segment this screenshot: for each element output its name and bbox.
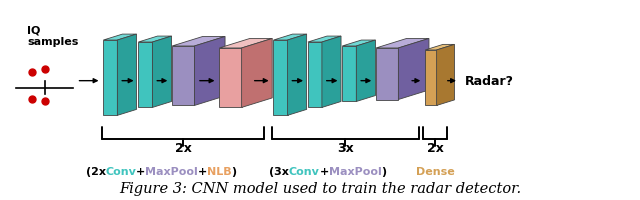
Polygon shape <box>172 37 225 47</box>
Polygon shape <box>172 47 195 106</box>
Polygon shape <box>425 51 436 106</box>
Polygon shape <box>398 39 429 100</box>
Text: 2x: 2x <box>175 141 191 154</box>
Polygon shape <box>103 35 136 41</box>
Text: IQ
samples: IQ samples <box>27 25 78 47</box>
Text: +: + <box>198 166 207 176</box>
Text: Radar?: Radar? <box>465 75 515 88</box>
Polygon shape <box>308 37 341 43</box>
Polygon shape <box>287 35 307 116</box>
Text: ): ) <box>381 166 387 176</box>
Polygon shape <box>425 45 454 51</box>
Text: +: + <box>136 166 145 176</box>
Polygon shape <box>103 41 117 116</box>
Text: (3x: (3x <box>269 166 289 176</box>
Polygon shape <box>322 37 341 108</box>
Polygon shape <box>308 43 322 108</box>
Polygon shape <box>342 41 376 47</box>
Polygon shape <box>138 43 152 108</box>
Polygon shape <box>273 35 307 41</box>
Text: Figure 3: CNN model used to train the radar detector.: Figure 3: CNN model used to train the ra… <box>119 181 521 195</box>
Text: ): ) <box>232 166 237 176</box>
Text: MaxPool: MaxPool <box>145 166 198 176</box>
Polygon shape <box>242 39 272 108</box>
Polygon shape <box>138 37 172 43</box>
Polygon shape <box>117 35 136 116</box>
Polygon shape <box>220 49 242 108</box>
Text: 2x: 2x <box>427 141 444 154</box>
Text: NLB: NLB <box>207 166 232 176</box>
Text: +: + <box>319 166 329 176</box>
Text: 3x: 3x <box>337 141 354 154</box>
Polygon shape <box>376 39 429 49</box>
Polygon shape <box>376 49 398 100</box>
Polygon shape <box>273 41 287 116</box>
Polygon shape <box>220 39 272 49</box>
Text: Conv: Conv <box>106 166 136 176</box>
Polygon shape <box>152 37 172 108</box>
Text: Conv: Conv <box>289 166 320 176</box>
Text: (2x: (2x <box>86 166 106 176</box>
Text: Dense: Dense <box>416 166 454 176</box>
Polygon shape <box>342 47 356 102</box>
Polygon shape <box>356 41 376 102</box>
Polygon shape <box>195 37 225 106</box>
Polygon shape <box>436 45 454 106</box>
Text: MaxPool: MaxPool <box>329 166 381 176</box>
